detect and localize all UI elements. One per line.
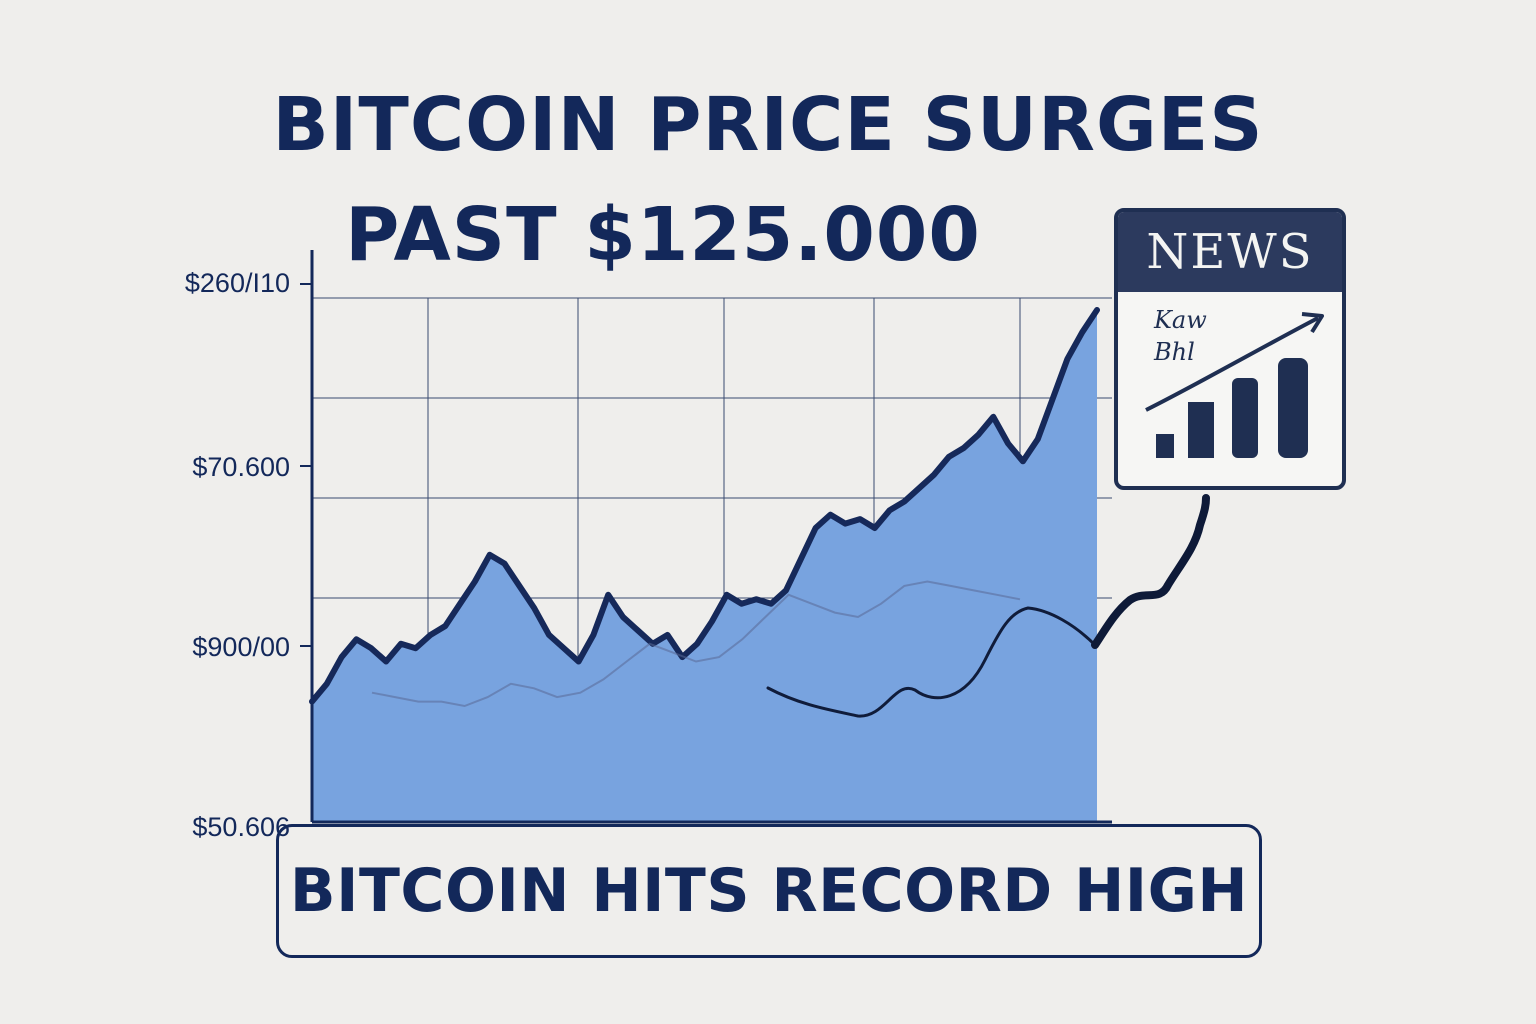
headline-line-1: BITCOIN PRICE SURGES	[272, 82, 1264, 168]
y-tick-label-1: $260/I10	[184, 268, 290, 298]
y-tick-label-2: $70.600	[192, 452, 290, 482]
news-scribble-line-2: Bhl	[1154, 338, 1195, 366]
price-area-fill	[312, 310, 1097, 822]
headline: BITCOIN PRICE SURGES PAST $125.000	[0, 70, 1536, 290]
secondary-dark-line	[766, 606, 1097, 718]
news-title: NEWS	[1118, 212, 1342, 292]
news-card: NEWS Kaw Bhl	[1114, 208, 1346, 490]
trending-up-bar-chart-icon	[1145, 312, 1324, 458]
headline-line-2: PAST $125.000	[345, 192, 981, 278]
y-tick-label-4: $50.606	[192, 812, 290, 842]
record-high-banner: BITCOIN HITS RECORD HIGH	[276, 824, 1262, 958]
chart-axes	[300, 250, 1112, 827]
y-tick-label-3: $900/00	[192, 632, 290, 662]
news-scribble-text: Kaw Bhl	[1154, 304, 1207, 368]
news-scribble-line-1: Kaw	[1154, 306, 1207, 334]
secondary-faint-line	[371, 580, 1021, 708]
price-line	[309, 307, 1100, 705]
breakout-tail-line	[1091, 494, 1210, 649]
